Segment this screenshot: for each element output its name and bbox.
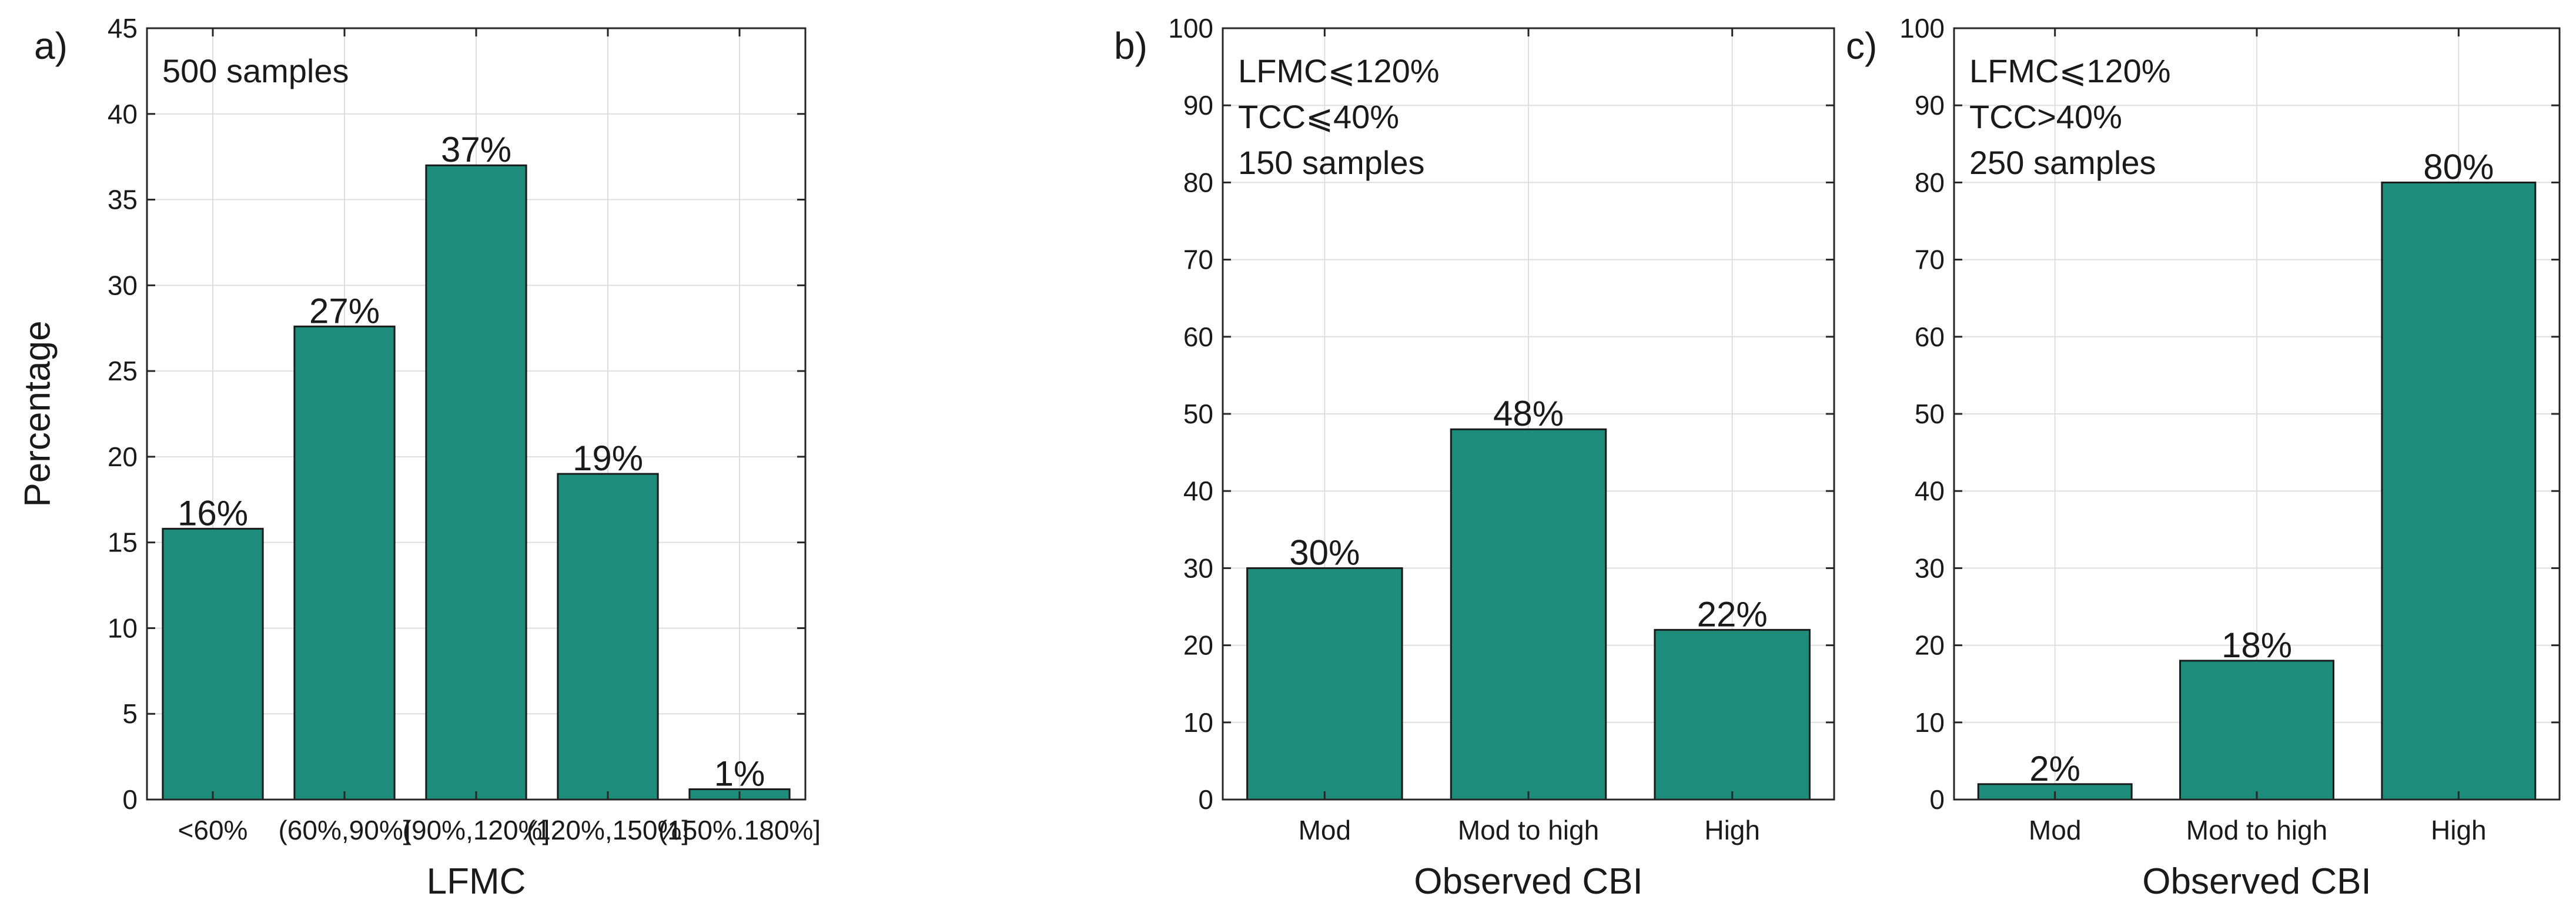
x-tick-label: High [1704,815,1760,845]
y-tick-label: 30 [1915,553,1945,583]
y-tick-label: 20 [1915,630,1945,661]
y-tick-label: 30 [108,270,138,300]
data-label: 16% [178,493,248,533]
annotation: LFMC⩽120% [1238,52,1440,89]
y-tick-label: 90 [1915,90,1945,121]
bar [2179,660,2334,801]
annotation: TCC⩽40% [1238,98,1399,135]
data-label: 22% [1697,594,1768,634]
bar [293,325,396,801]
y-tick-label: 10 [1915,707,1945,738]
x-axis-label: Observed CBI [1414,861,1642,902]
y-tick-label: 45 [108,13,138,44]
y-tick-label: 60 [1915,322,1945,352]
y-tick-label: 25 [108,356,138,386]
y-tick-label: 35 [108,185,138,215]
panel-letter: b) [1114,25,1148,67]
x-tick-label: Mod to high [2186,815,2327,845]
y-tick-label: 20 [1183,630,1213,661]
x-tick-label: Mod [2029,815,2081,845]
y-tick-label: 70 [1183,245,1213,275]
bar [1654,628,1811,801]
y-tick-label: 80 [1183,167,1213,198]
y-tick-label: 20 [108,442,138,472]
y-tick-label: 5 [122,698,138,729]
y-tick-label: 0 [1929,784,1945,815]
x-tick-label: (150%.180%] [658,815,821,845]
y-axis-label: Percentage [18,320,58,507]
data-label: 37% [441,130,511,169]
y-tick-label: 100 [1168,13,1213,44]
y-tick-label: 40 [108,99,138,129]
bar [2381,181,2537,801]
annotation: LFMC⩽120% [1969,52,2171,89]
y-tick-label: 90 [1183,90,1213,121]
x-tick-label: Mod to high [1458,815,1599,845]
bar [425,164,527,801]
panel-c: 2% 18% 80% 0 10 20 30 40 50 60 70 80 90 100 Mod Mod to … [1846,13,2561,902]
data-label: 1% [714,754,765,794]
x-tick-label: High [2431,815,2487,845]
annotation: TCC>40% [1969,98,2122,135]
x-tick-label: (120%,150%] [527,815,689,845]
y-tick-label: 60 [1183,322,1213,352]
y-tick-label: 10 [1183,707,1213,738]
annotation: 500 samples [162,52,349,89]
y-tick-label: 30 [1183,553,1213,583]
y-tick-label: 0 [122,784,138,815]
y-tick-label: 0 [1198,784,1213,815]
y-tick-label: 10 [108,613,138,643]
bar [557,473,659,801]
x-tick-label: (60%,90%] [278,815,410,845]
y-tick-label: 50 [1183,399,1213,429]
panel-letter: a) [34,25,68,67]
bar [1450,428,1607,801]
y-tick-label: 70 [1915,245,1945,275]
data-label: 80% [2423,147,2494,186]
data-label: 48% [1493,394,1564,433]
x-axis-label: LFMC [427,861,526,902]
panel-letter: c) [1846,25,1877,67]
bar [1246,567,1403,801]
x-axis-label: Observed CBI [2142,861,2371,902]
x-tick-label: (90%,120%] [403,815,550,845]
x-tick-label: Mod [1299,815,1351,845]
y-tick-label: 15 [108,527,138,558]
y-tick-label: 100 [1899,13,1945,44]
panel-a: 16% 27% 37% 19% 1% 0 5 10 15 20 25 30 35 40 45 <60% (60%… [18,13,821,902]
data-label: 18% [2222,626,2292,665]
y-tick-label: 40 [1915,476,1945,506]
y-tick-label: 50 [1915,399,1945,429]
bar [162,527,264,801]
data-label: 30% [1289,533,1360,572]
y-tick-label: 80 [1915,167,1945,198]
annotation: 250 samples [1969,144,2156,181]
x-tick-label: <60% [178,815,248,845]
annotation: 150 samples [1238,144,1425,181]
data-label: 19% [573,439,643,478]
data-label: 2% [2029,749,2080,788]
panel-b: 30% 48% 22% 0 10 20 30 40 50 60 70 80 90 100 Mod Mod to… [1114,13,1835,902]
y-tick-label: 40 [1183,476,1213,506]
data-label: 27% [309,291,380,330]
